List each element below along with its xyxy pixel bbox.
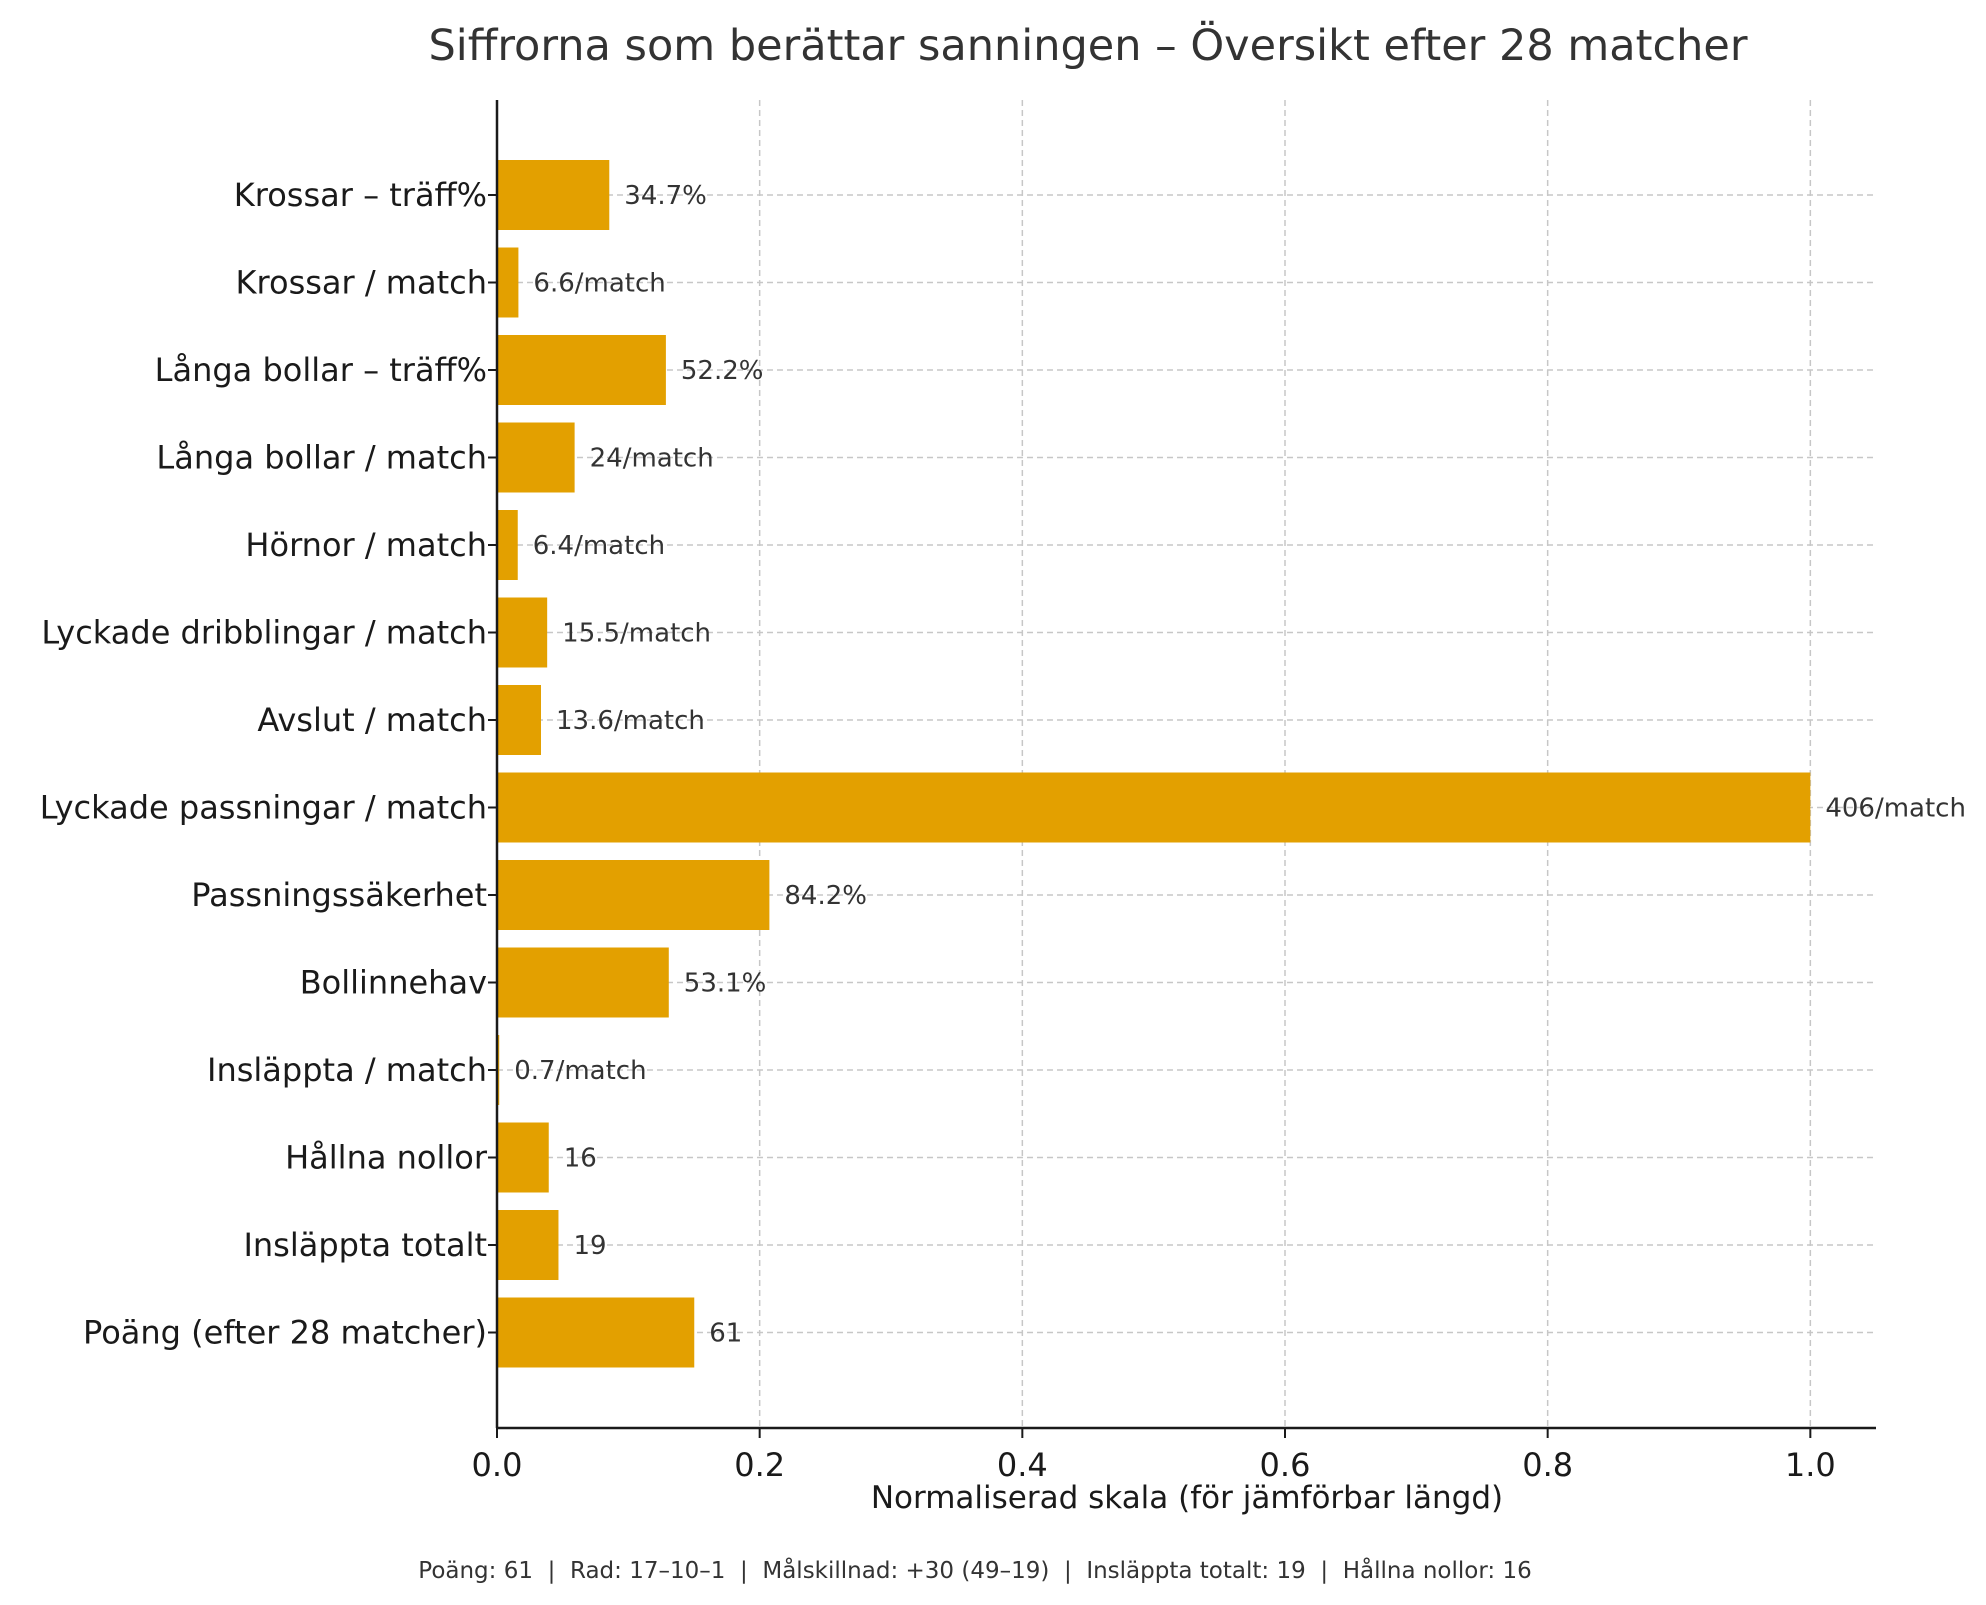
value-label: 15.5/match — [562, 619, 711, 649]
bar — [497, 685, 541, 755]
category-label: Krossar / match — [236, 264, 487, 302]
bar — [497, 1210, 559, 1280]
value-label: 19 — [573, 1231, 606, 1261]
bar — [497, 860, 770, 930]
category-label: Långa bollar – träff% — [155, 351, 487, 389]
x-axis-title: Normaliserad skala (för jämförbar längd) — [871, 1480, 1503, 1516]
tick-layer: 0.0 0.2 0.4 0.6 0.8 1.0 — [472, 194, 1836, 1484]
value-label: 53.1% — [684, 969, 767, 999]
value-label: 52.2% — [681, 356, 764, 386]
label-layer: Krossar – träff% 34.7% Krossar / match 6.6/… — [40, 176, 1966, 1352]
category-label: Hörnor / match — [245, 526, 487, 564]
value-label: 24/match — [590, 444, 714, 474]
category-label: Poäng (efter 28 matcher) — [83, 1314, 487, 1352]
category-label: Bollinnehav — [300, 964, 487, 1002]
bar — [497, 597, 548, 668]
bar — [497, 772, 1811, 843]
bar — [497, 247, 519, 318]
category-label: Lyckade passningar / match — [40, 789, 487, 827]
value-label: 6.4/match — [533, 531, 665, 561]
value-label: 61 — [709, 1319, 742, 1349]
value-label: 406/match — [1825, 794, 1966, 824]
x-tick-label: 1.0 — [1785, 1446, 1836, 1484]
category-label: Passningssäkerhet — [191, 876, 487, 914]
bar — [497, 422, 575, 493]
value-label: 0.7/match — [514, 1056, 646, 1086]
x-tick-label: 0.4 — [997, 1446, 1048, 1484]
category-label: Långa bollar / match — [156, 439, 487, 477]
value-label: 34.7% — [624, 181, 707, 211]
category-label: Hållna nollor — [285, 1139, 488, 1177]
bar-layer — [497, 160, 1811, 1368]
chart-title: Siffrorna som berättar sanningen – Övers… — [428, 20, 1747, 71]
bar — [497, 160, 610, 230]
bar — [497, 1122, 549, 1193]
x-tick-label: 0.6 — [1260, 1446, 1311, 1484]
category-label: Lyckade dribblingar / match — [41, 614, 487, 652]
category-label: Avslut / match — [257, 701, 487, 739]
x-tick-label: 0.8 — [1522, 1446, 1573, 1484]
bar — [497, 1297, 695, 1368]
bar — [497, 947, 669, 1018]
value-label: 84.2% — [784, 881, 867, 911]
bar — [497, 335, 666, 405]
category-label: Krossar – träff% — [234, 176, 487, 214]
value-label: 16 — [564, 1144, 597, 1174]
value-label: 6.6/match — [533, 269, 665, 299]
value-label: 13.6/match — [556, 706, 705, 736]
grid-layer — [497, 100, 1876, 1428]
footer-summary: Poäng: 61 | Rad: 17–10–1 | Målskillnad: … — [418, 1556, 1531, 1584]
category-label: Insläppta / match — [207, 1051, 487, 1089]
bar — [497, 510, 518, 580]
x-tick-label: 0.2 — [734, 1446, 785, 1484]
x-tick-label: 0.0 — [472, 1446, 523, 1484]
category-label: Insläppta totalt — [243, 1226, 487, 1264]
